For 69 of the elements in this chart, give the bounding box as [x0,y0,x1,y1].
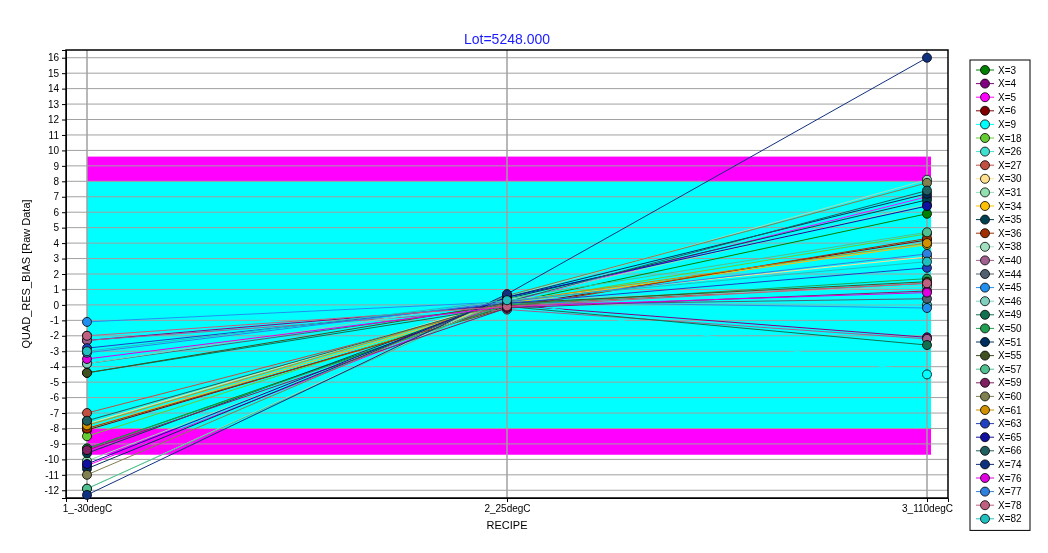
y-tick-label: 11 [48,129,60,141]
legend-label: X=65 [998,431,1023,443]
legend-label: X=27 [998,159,1023,171]
legend-label: X=36 [998,227,1023,239]
y-tick-label: -11 [45,469,60,481]
legend-label: X=44 [998,268,1023,280]
legend-label: X=34 [998,200,1023,212]
y-tick-label: 0 [53,299,60,311]
legend-label: X=5 [998,91,1017,103]
legend-label: X=51 [998,336,1023,348]
y-tick-label: 10 [47,145,60,157]
legend-label: X=4 [998,78,1017,90]
legend-label: X=50 [998,322,1023,334]
legend-label: X=3 [998,64,1017,76]
legend-label: X=30 [998,173,1023,185]
y-tick-label: 8 [53,176,60,188]
legend-label: X=55 [998,350,1023,362]
y-axis-title: QUAD_RES_BIAS [Raw Data] [20,199,32,349]
y-tick-label: 2 [53,268,60,280]
y-tick-label: 12 [47,114,60,126]
y-tick-label: -4 [50,361,60,373]
y-tick-label: -6 [50,392,60,404]
y-tick-label: -3 [50,345,60,357]
y-tick-label: -5 [50,376,60,388]
y-tick-label: 6 [53,206,60,218]
x-tick-label: 3_110degC [902,503,953,515]
y-tick-label: 16 [47,52,60,64]
y-tick-label: -2 [50,330,60,342]
x-tick-label: 1_-30degC [62,503,113,515]
x-axis-title: RECIPE [486,519,528,531]
legend-label: X=26 [998,146,1023,158]
legend-label: X=66 [998,445,1023,457]
y-tick-label: -10 [44,454,60,466]
legend-label: X=49 [998,309,1023,321]
y-tick-label: 7 [53,191,60,203]
legend-label: X=76 [998,472,1023,484]
legend-label: X=82 [998,513,1023,525]
legend-label: X=78 [998,499,1023,511]
legend-label: X=63 [998,418,1023,430]
y-tick-label: 4 [53,237,60,249]
legend-label: X=40 [998,254,1023,266]
y-tick-label: -7 [50,407,60,419]
legend-label: X=18 [998,132,1023,144]
y-tick-label: -9 [50,438,60,450]
x-tick-label: 2_25degC [484,503,531,515]
y-tick-label: 14 [47,83,60,95]
y-tick-label: 13 [47,98,60,110]
y-tick-label: 15 [47,67,60,79]
y-tick-label: -12 [44,484,60,496]
legend-label: X=74 [998,458,1023,470]
legend-label: X=9 [998,118,1017,130]
legend-label: X=46 [998,295,1023,307]
chart-title: Lot=5248.000 [463,31,551,47]
y-tick-label: 9 [53,160,60,172]
legend-label: X=77 [998,486,1023,498]
y-tick-label: 3 [53,253,60,265]
legend-label: X=60 [998,390,1023,402]
y-tick-label: -8 [50,423,60,435]
legend-label: X=61 [998,404,1023,416]
y-tick-label: 1 [53,284,60,296]
y-tick-label: -1 [50,315,60,327]
legend-label: X=38 [998,241,1023,253]
legend-label: X=31 [998,186,1023,198]
y-tick-label: 5 [53,222,60,234]
legend-label: X=35 [998,214,1023,226]
legend-label: X=57 [998,363,1023,375]
legend-label: X=59 [998,377,1023,389]
legend-label: X=45 [998,282,1023,294]
legend-label: X=6 [998,105,1017,117]
